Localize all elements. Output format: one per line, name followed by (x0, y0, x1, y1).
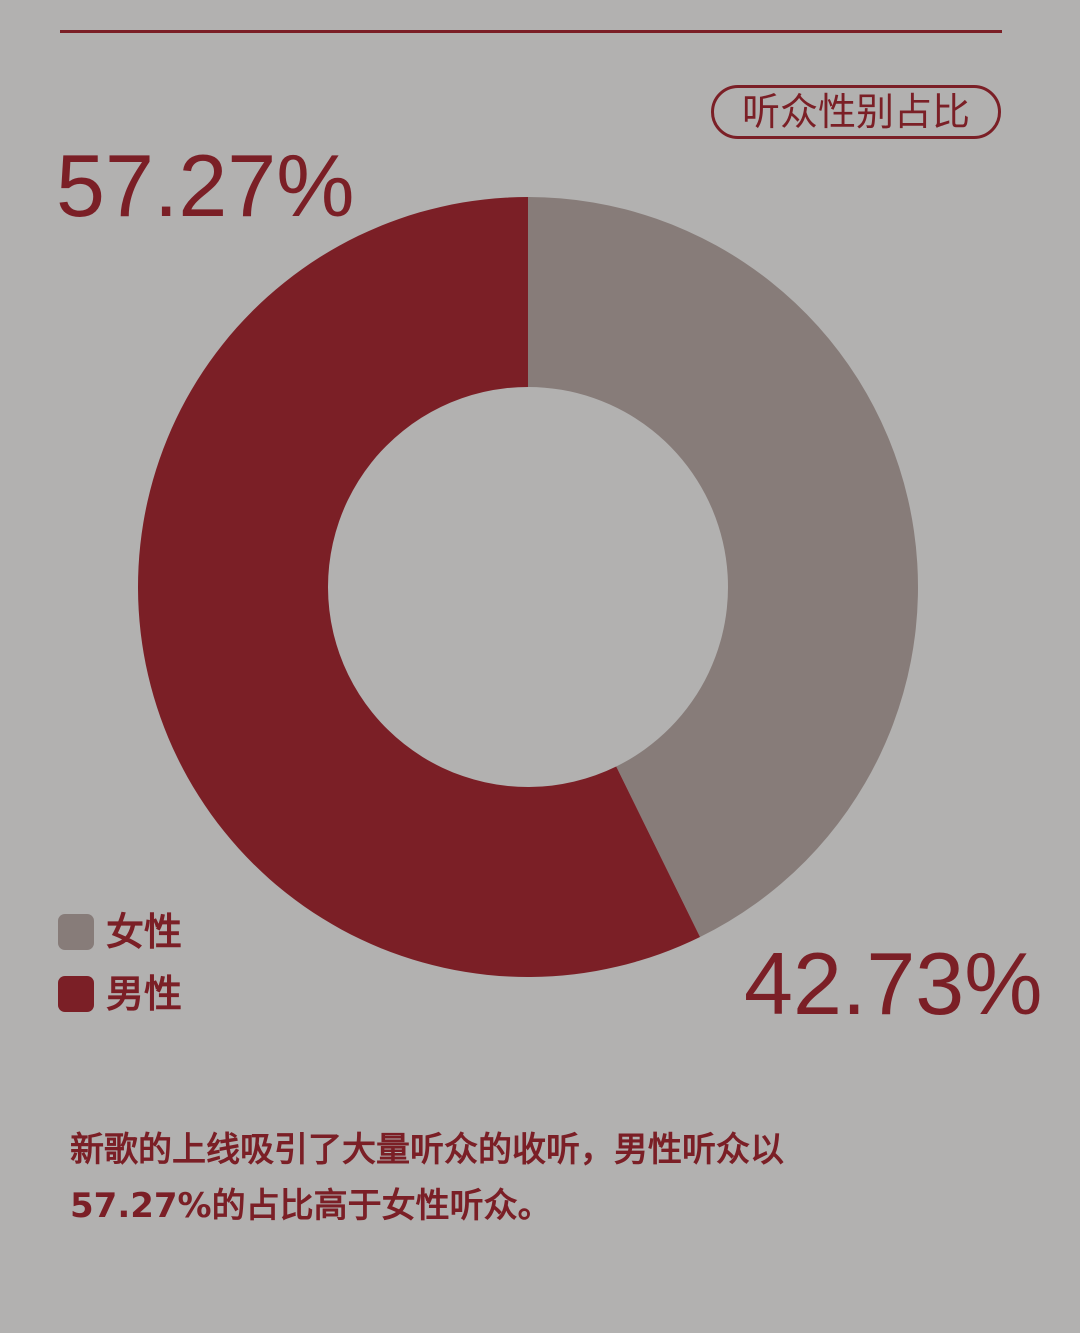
chart-legend: 女性 男性 (58, 910, 182, 1034)
top-divider (60, 30, 1002, 33)
donut-slice-female (528, 197, 919, 938)
legend-item-female: 女性 (58, 910, 182, 954)
caption-line-2: 57.27%的占比高于女性听众。 (70, 1186, 552, 1226)
chart-caption: 新歌的上线吸引了大量听众的收听，男性听众以 57.27%的占比高于女性听众。 (70, 1122, 950, 1234)
donut-slice-male (138, 197, 701, 977)
chart-title-badge: 听众性别占比 (711, 85, 1001, 139)
legend-swatch-female (58, 914, 94, 950)
legend-item-male: 男性 (58, 972, 182, 1016)
female-percentage-label: 42.73% (744, 934, 1043, 1033)
legend-label-female: 女性 (106, 910, 183, 954)
caption-line-1: 新歌的上线吸引了大量听众的收听，男性听众以 (70, 1130, 784, 1170)
legend-label-male: 男性 (106, 972, 183, 1016)
legend-swatch-male (58, 976, 94, 1012)
male-percentage-label: 57.27% (56, 136, 355, 235)
